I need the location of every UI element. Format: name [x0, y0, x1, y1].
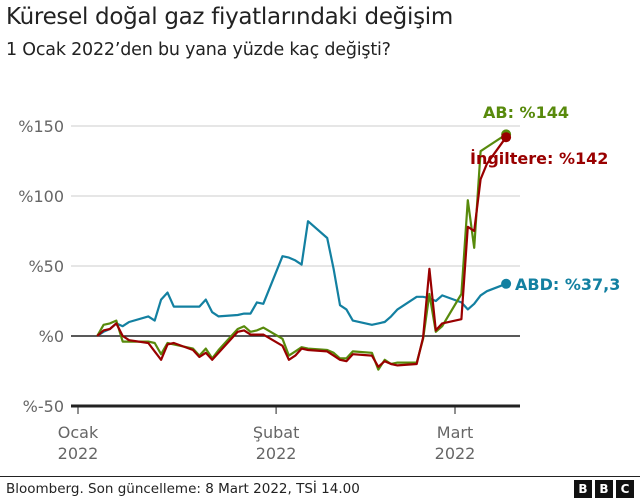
x-tick-year: 2022	[435, 444, 476, 463]
x-tick-label: Şubat	[253, 423, 300, 442]
bbc-logo-letter: B	[574, 480, 592, 498]
series-line-2	[96, 220, 507, 337]
x-tick-label: Ocak	[58, 423, 99, 442]
line-chart: %150 %100 %50 %0 %-50 Ocak 2022 Şubat 2022 Mart 2…	[18, 103, 620, 463]
x-tick-year: 2022	[256, 444, 297, 463]
chart-title: Küresel doğal gaz fiyatlarındaki değişim	[6, 4, 453, 30]
series-label: ABD: %37,3	[515, 275, 620, 294]
series-line-1	[96, 136, 507, 368]
footer-divider	[0, 476, 640, 477]
y-tick-label: %50	[28, 257, 64, 276]
series-line-0	[96, 133, 507, 371]
x-tick-year: 2022	[58, 444, 99, 463]
gridlines	[71, 125, 520, 408]
source-note: Bloomberg. Son güncelleme: 8 Mart 2022, …	[6, 481, 360, 497]
bbc-logo: B B C	[574, 480, 634, 498]
series-end-dot	[501, 132, 512, 143]
series-lines	[96, 129, 512, 371]
y-axis-labels: %150 %100 %50 %0 %-50	[18, 117, 64, 416]
y-tick-label: %0	[39, 327, 64, 346]
y-tick-label: %100	[18, 187, 64, 206]
series-label: AB: %144	[483, 103, 569, 122]
bbc-logo-letter: C	[616, 480, 634, 498]
series-end-dot	[501, 278, 512, 289]
chart-subtitle: 1 Ocak 2022’den bu yana yüzde kaç değişt…	[6, 40, 391, 60]
x-axis: Ocak 2022 Şubat 2022 Mart 2022	[58, 406, 476, 463]
series-label: İngiltere: %142	[470, 149, 608, 168]
series-labels: AB: %144 İngiltere: %142 ABD: %37,3	[470, 103, 620, 294]
bbc-logo-letter: B	[595, 480, 613, 498]
y-tick-label: %150	[18, 117, 64, 136]
x-tick-label: Mart	[437, 423, 473, 442]
y-tick-label: %-50	[23, 397, 64, 416]
